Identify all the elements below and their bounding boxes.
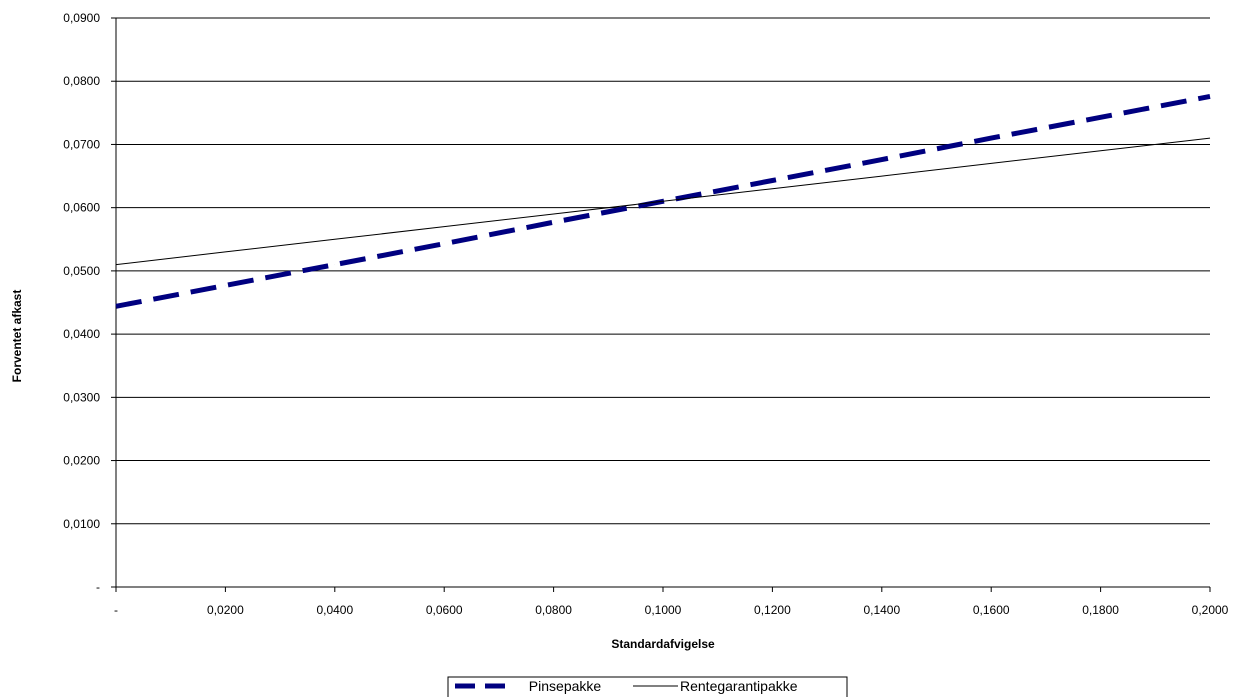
y-tick-label: 0,0500 <box>63 264 100 278</box>
y-tick-label: 0,0200 <box>63 454 100 468</box>
x-tick-label: 0,2000 <box>1192 603 1229 617</box>
tick-labels: - 0,0100 0,0200 0,0300 0,0400 0,0500 0,0600 0,0… <box>63 11 1228 617</box>
gridlines <box>116 17 1210 525</box>
axes <box>111 17 1211 592</box>
series-lines <box>115 93 1211 309</box>
x-tick-label: 0,1200 <box>754 603 791 617</box>
x-axis-title: Standardafvigelse <box>611 637 715 651</box>
x-tick-label: 0,0600 <box>426 603 463 617</box>
y-tick-label: 0,0700 <box>63 137 100 151</box>
x-tick-label: 0,1000 <box>645 603 682 617</box>
x-tick-label: 0,0200 <box>207 603 244 617</box>
y-tick-label: 0,0600 <box>63 201 100 215</box>
y-tick-label: 0,0400 <box>63 327 100 341</box>
x-tick-label: 0,0400 <box>316 603 353 617</box>
x-tick-label: 0,1600 <box>973 603 1010 617</box>
y-tick-label: 0,0900 <box>63 11 100 25</box>
y-tick-label: - <box>96 580 100 594</box>
x-tick-label: 0,0800 <box>535 603 572 617</box>
legend-box <box>447 676 848 697</box>
y-tick-label: 0,0800 <box>63 74 100 88</box>
y-tick-label: 0,0100 <box>63 517 100 531</box>
legend-label-pinsepakke: Pinsepakke <box>529 678 602 694</box>
x-tick-label: 0,1800 <box>1082 603 1119 617</box>
x-tick-label: - <box>114 603 118 617</box>
legend: Pinsepakke Rentegarantipakke <box>447 676 848 697</box>
y-tick-label: 0,0300 <box>63 390 100 404</box>
legend-label-rentegarantipakke: Rentegarantipakke <box>680 678 798 694</box>
y-axis-title: Forventet afkast <box>10 290 24 383</box>
x-tick-label: 0,1400 <box>863 603 900 617</box>
